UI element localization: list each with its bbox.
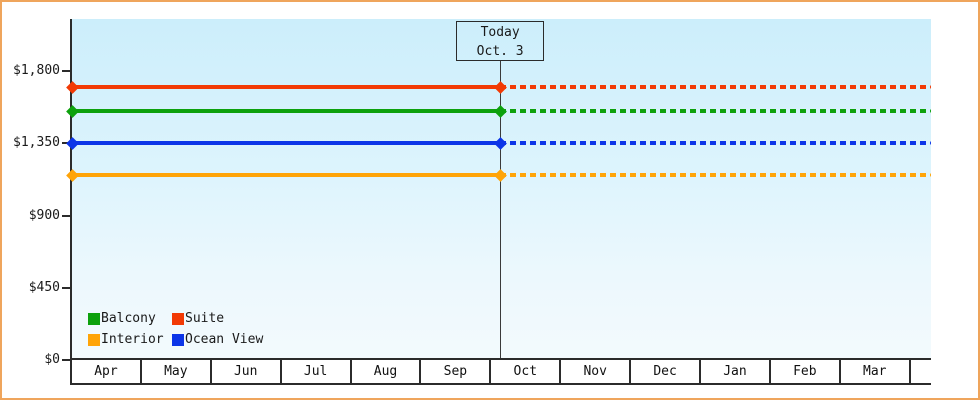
y-tick-label: $1,800: [13, 63, 60, 78]
price-line-solid: [72, 109, 501, 114]
month-cell: Aug: [352, 360, 422, 383]
y-axis: [70, 19, 72, 362]
legend: Balcony Suite Interior Ocean View: [88, 308, 263, 350]
month-cell: Jan: [701, 360, 771, 383]
month-cell: Dec: [631, 360, 702, 383]
price-line-solid: [72, 173, 501, 178]
month-cell: Jun: [212, 360, 282, 383]
month-cell: Oct: [491, 360, 562, 383]
legend-label: Interior: [101, 332, 164, 347]
y-tick-mark: [62, 214, 70, 217]
month-cell-empty: [911, 360, 931, 383]
legend-swatch: [172, 312, 184, 325]
price-line-dotted: [500, 141, 931, 146]
price-line-dotted: [500, 173, 931, 178]
y-tick-mark: [62, 70, 70, 72]
price-line-dotted: [500, 85, 931, 90]
x-axis-month-band: Apr May Jun Jul Aug Sep Oct Nov Dec Jan Feb Mar: [70, 358, 931, 385]
month-cell: Nov: [561, 360, 632, 383]
legend-swatch: [88, 312, 100, 325]
month-cell: Feb: [771, 360, 841, 383]
legend-label: Ocean View: [185, 332, 264, 347]
today-annotation-box: Today Oct. 3: [456, 21, 545, 61]
legend-swatch: [88, 333, 100, 346]
y-tick-label: $1,350: [13, 135, 60, 151]
legend-swatch: [172, 333, 184, 346]
legend-item: Interior: [88, 332, 172, 347]
month-cell: Apr: [72, 360, 142, 383]
y-tick-mark: [62, 359, 70, 361]
y-tick-mark: [62, 286, 70, 289]
price-line-solid: [72, 141, 501, 146]
month-cell: Jul: [282, 360, 352, 383]
legend-label: Balcony: [101, 311, 156, 326]
today-date-label: Oct. 3: [476, 44, 524, 59]
month-cell: Mar: [841, 360, 911, 383]
price-line-dotted: [500, 109, 931, 114]
legend-item: Balcony: [88, 311, 172, 326]
month-cell: May: [142, 360, 212, 383]
y-tick-label: $900: [28, 207, 60, 223]
plot-area: [72, 19, 931, 360]
price-line-solid: [72, 85, 501, 90]
today-label: Today: [480, 25, 520, 40]
legend-label: Suite: [185, 311, 225, 326]
y-tick-label: $450: [28, 279, 60, 295]
legend-item: Suite: [172, 311, 263, 326]
y-tick-label: $0: [44, 352, 60, 367]
month-cell: Sep: [421, 360, 492, 383]
legend-item: Ocean View: [172, 332, 263, 347]
today-line: [499, 61, 501, 360]
